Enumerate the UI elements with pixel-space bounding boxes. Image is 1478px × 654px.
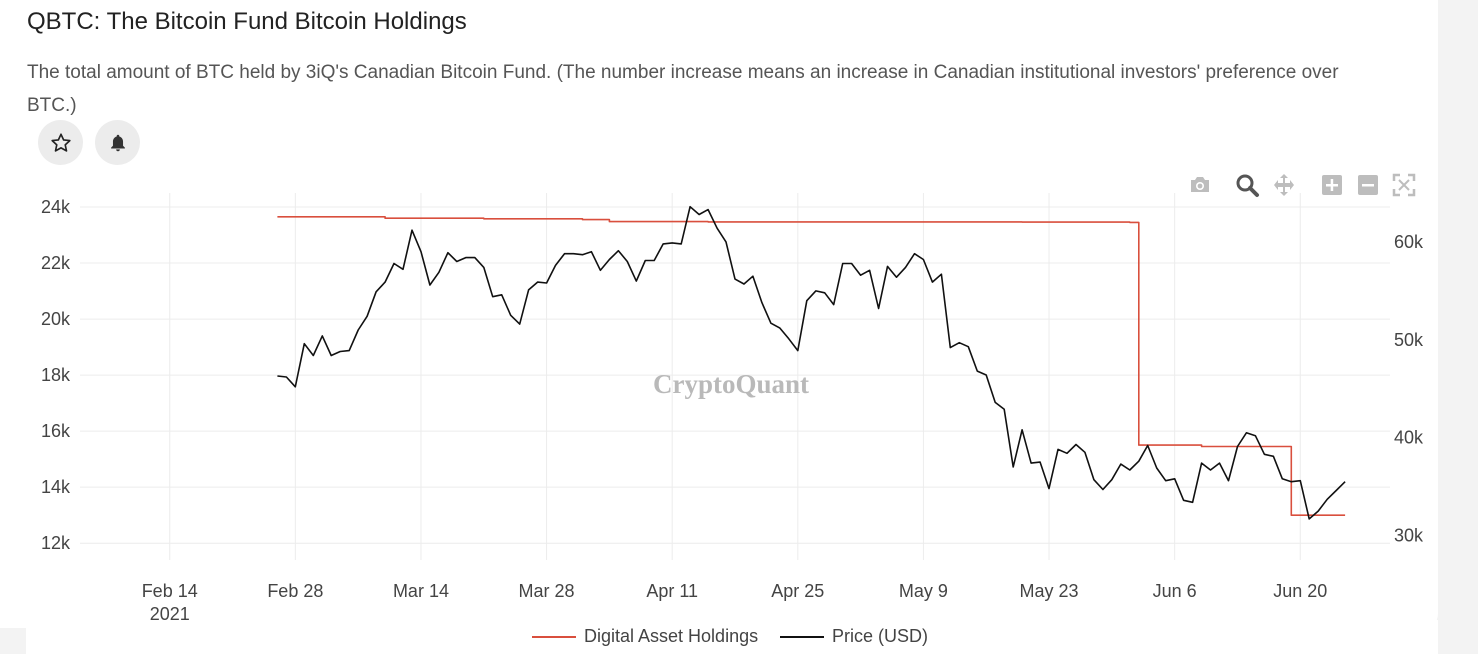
legend-label-holdings: Digital Asset Holdings [584,626,759,646]
y-left-tick-label: 14k [41,477,71,497]
chart-card [0,0,1438,628]
x-tick-label: Apr 25 [771,581,824,601]
x-tick-label: Jun 20 [1273,581,1327,601]
zoom-icon[interactable] [1234,172,1260,198]
legend-strip [26,620,1438,654]
zoom-in-icon[interactable] [1319,172,1345,198]
x-tick-label: Mar 14 [393,581,449,601]
y-right-tick-label: 50k [1394,330,1424,350]
y-left-tick-label: 12k [41,533,71,553]
legend-item-holdings[interactable]: Digital Asset Holdings [532,626,758,647]
y-left-tick-label: 22k [41,253,71,273]
x-tick-year: 2021 [150,604,190,624]
bell-icon [110,134,125,151]
holdings-series-line[interactable] [277,216,1346,516]
x-tick-label: May 9 [899,581,948,601]
y-right-tick-label: 40k [1394,428,1424,448]
star-icon [50,132,71,152]
pan-icon[interactable] [1271,172,1297,198]
legend-item-price[interactable]: Price (USD) [780,626,928,647]
zoom-out-icon[interactable] [1355,172,1381,198]
x-tick-label: Mar 28 [519,581,575,601]
legend-swatch-holdings [532,635,576,638]
legend-label-price: Price (USD) [832,626,929,646]
x-tick-label: Apr 11 [646,581,698,601]
y-left-tick-label: 20k [41,309,71,329]
camera-icon[interactable] [1187,172,1213,198]
page-title: QBTC: The Bitcoin Fund Bitcoin Holdings [27,8,467,35]
legend-swatch-price [780,635,824,638]
x-tick-label: Feb 14 [142,581,198,601]
watermark: CryptoQuant [653,369,809,399]
chart-description: The total amount of BTC held by 3iQ's Ca… [27,62,1339,116]
alert-button[interactable] [95,120,140,165]
x-tick-label: May 23 [1020,581,1079,601]
y-right-tick-label: 30k [1394,526,1424,546]
price-series-line[interactable] [277,205,1346,520]
x-tick-label: Jun 6 [1153,581,1197,601]
y-left-tick-label: 24k [41,197,71,217]
y-right-tick-label: 60k [1394,232,1424,252]
x-tick-label: Feb 28 [267,581,323,601]
y-left-tick-label: 18k [41,365,71,385]
favorite-button[interactable] [38,120,83,165]
y-left-tick-label: 16k [41,421,71,441]
autoscale-icon[interactable] [1391,172,1417,198]
